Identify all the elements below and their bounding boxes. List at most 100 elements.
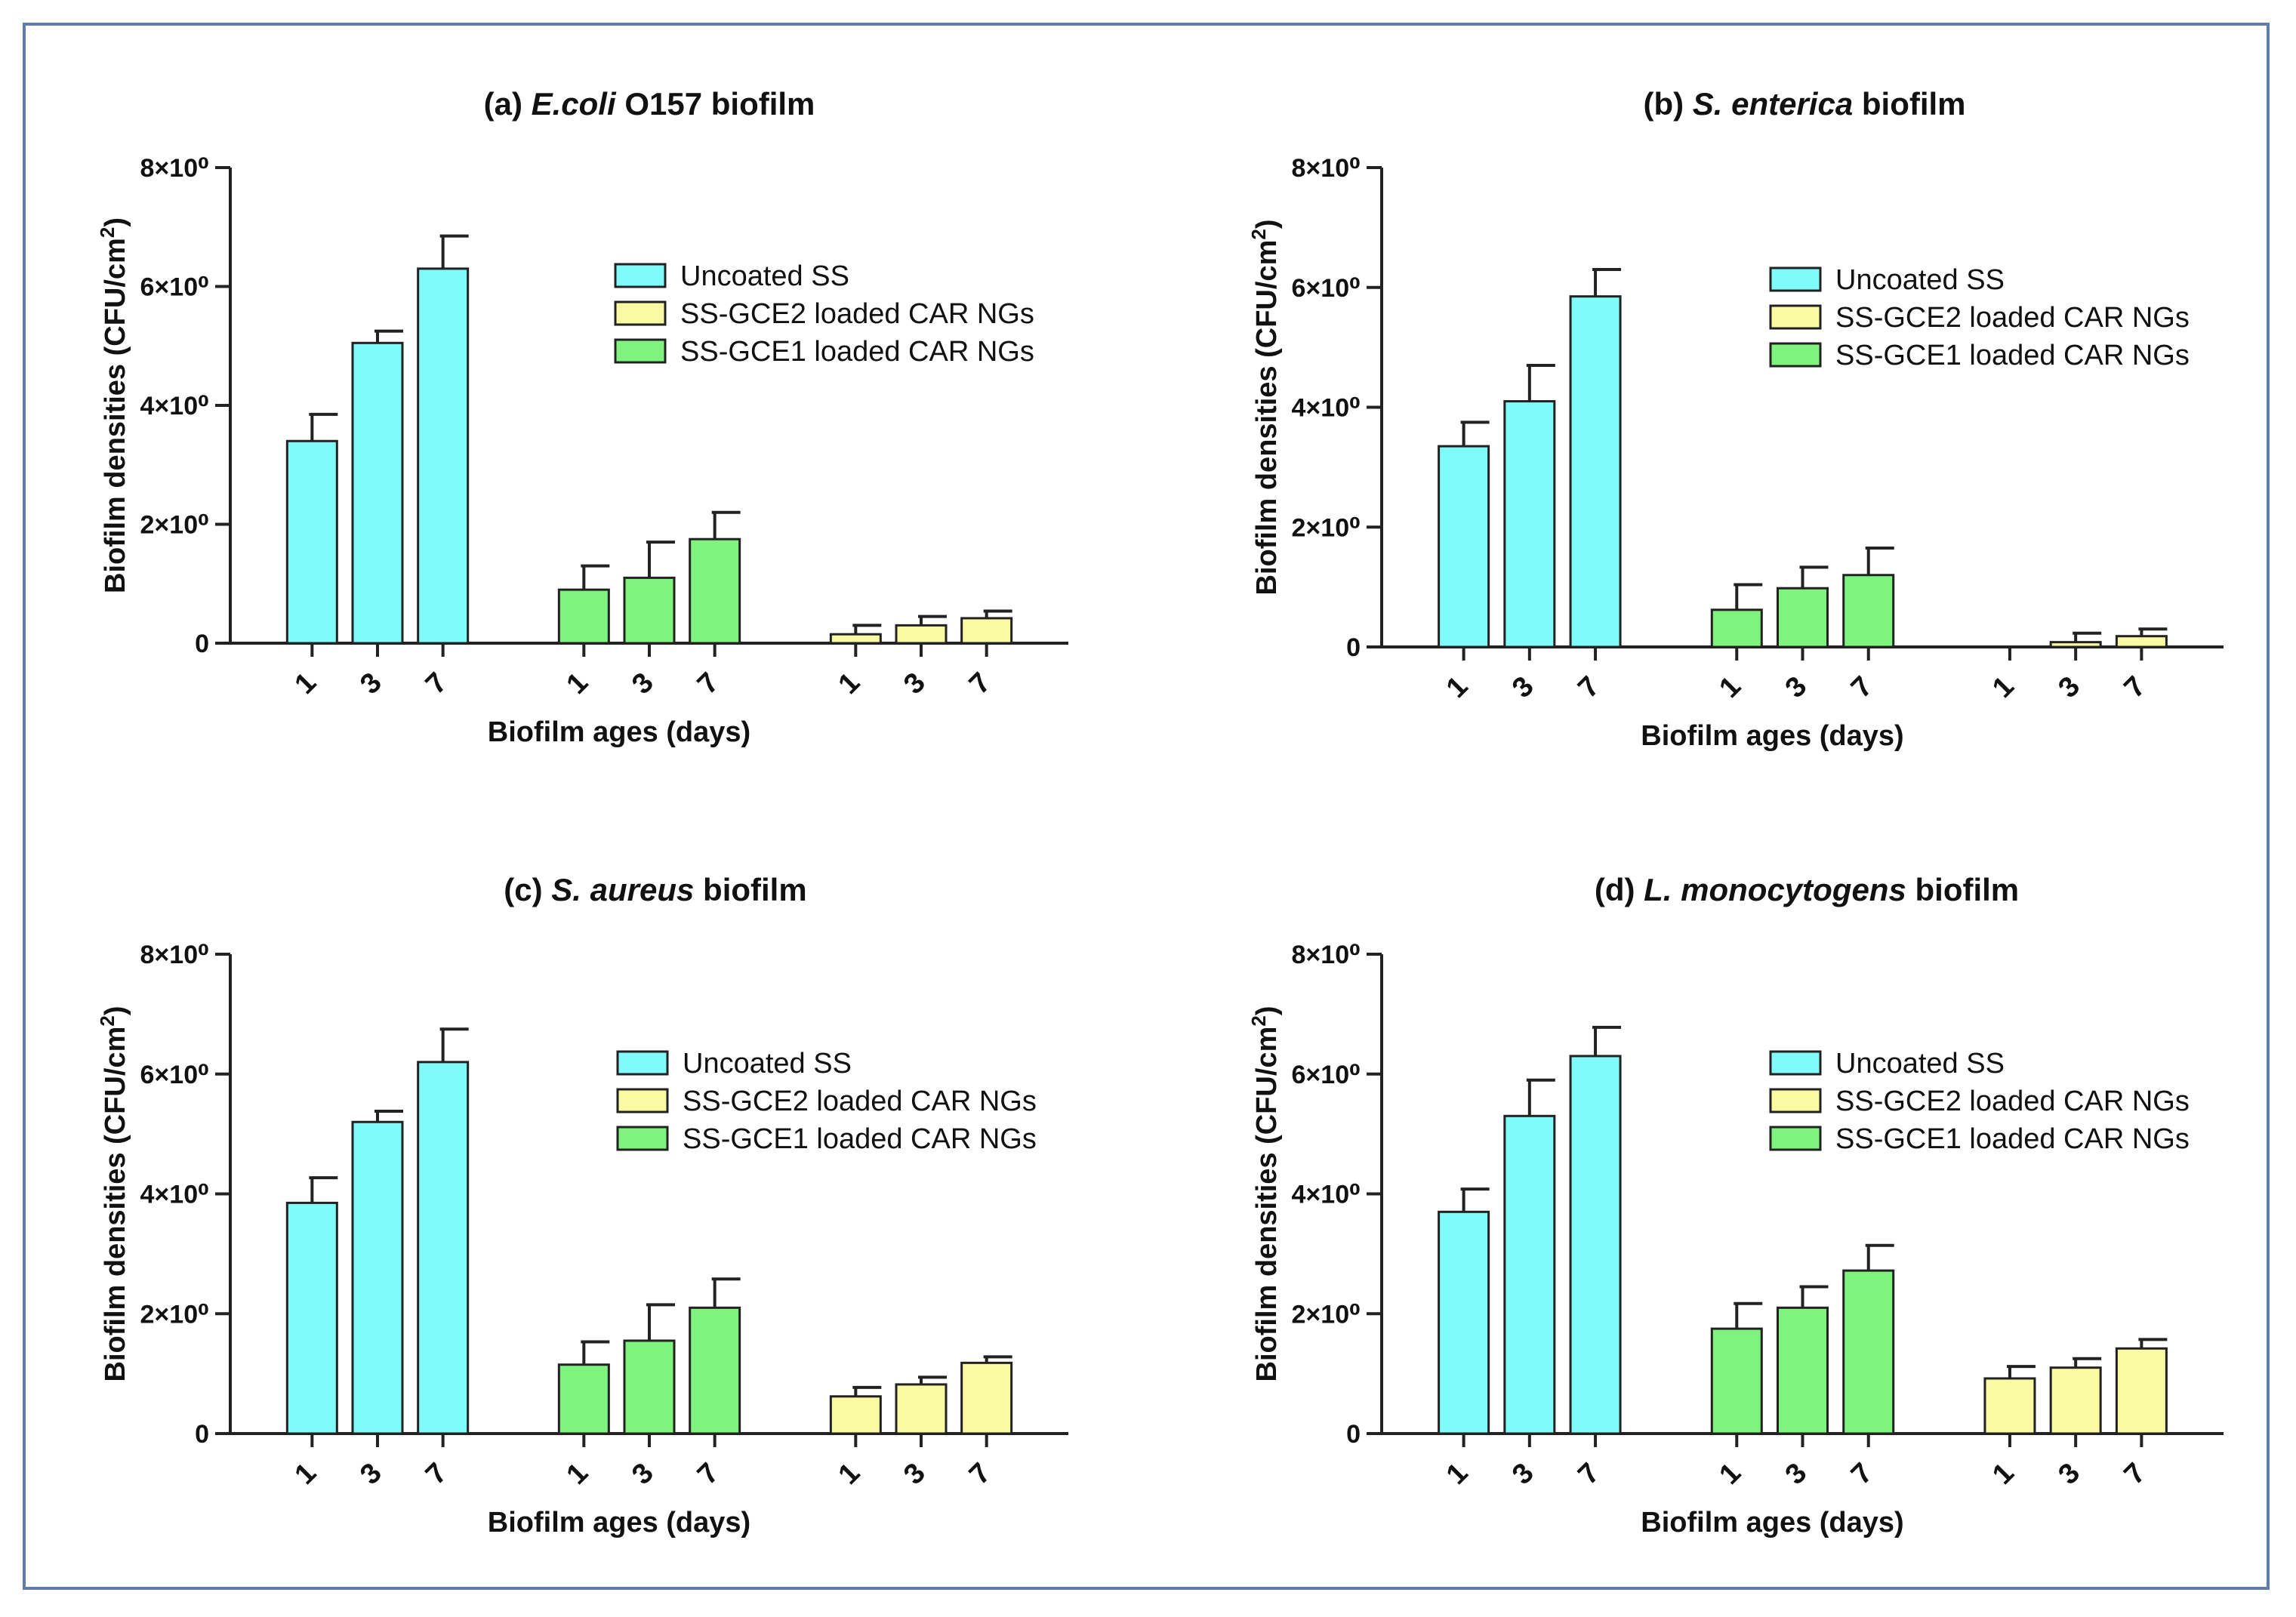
bar [1983,1377,2036,1435]
bar [1438,445,1490,648]
x-tick-label: 1 [833,667,867,701]
x-tick-label: 3 [626,667,660,701]
x-tick-label: 1 [289,667,323,701]
y-tick-label: 6×10⁰ [1292,274,1361,303]
bar [1777,1306,1829,1435]
y-tick-label: 0 [1346,1420,1361,1449]
chart-title: (c) S. aureus biofilm [504,872,806,907]
x-tick-label: 7 [692,667,726,701]
bar [2115,635,2168,648]
x-tick-label: 3 [898,1457,932,1491]
y-tick-label: 4×10⁰ [140,392,209,420]
y-tick-label: 8×10⁰ [140,154,209,183]
bar [623,1339,676,1435]
x-tick-label: 3 [1780,670,1814,704]
x-axis-label: Biofilm ages (days) [488,716,750,748]
bar [285,439,338,645]
bar [1503,1114,1556,1435]
bar [417,1061,470,1435]
x-axis-label: Biofilm ages (days) [1641,1507,1903,1538]
legend-swatch [614,300,667,326]
x-tick-label: 3 [354,667,388,701]
x-tick-label: 7 [963,1457,997,1491]
y-tick-label: 2×10⁰ [140,511,209,540]
bar [689,537,741,645]
y-axis-label: Biofilm densities (CFU/cm2) [1247,220,1283,596]
x-tick-label: 1 [1986,1457,2020,1491]
legend-swatch [616,1088,669,1113]
legend-swatch [1769,1050,1822,1076]
bar [1777,587,1829,648]
legend-label: Uncoated SS [1835,264,2005,296]
legend-swatch [1769,1088,1822,1113]
y-tick-label: 2×10⁰ [1292,1300,1361,1329]
legend-label: SS-GCE1 loaded CAR NGs [683,1123,1037,1155]
y-tick-label: 6×10⁰ [1292,1061,1361,1089]
x-axis-label: Biofilm ages (days) [488,1507,750,1538]
x-tick-label: 1 [561,1457,595,1491]
x-tick-label: 3 [626,1457,660,1491]
x-tick-label: 3 [354,1457,388,1491]
legend-label: SS-GCE2 loaded CAR NGs [1835,1086,2190,1117]
legend-swatch [616,1050,669,1076]
legend-label: Uncoated SS [1835,1048,2005,1080]
y-tick-label: 8×10⁰ [140,941,209,969]
x-tick-label: 3 [2052,1457,2086,1491]
bar [351,341,404,645]
y-tick-label: 2×10⁰ [1292,513,1361,542]
bar [960,1361,1013,1435]
bar [351,1120,404,1435]
legend-swatch [1769,266,1822,292]
legend-label: SS-GCE1 loaded CAR NGs [680,336,1034,368]
x-tick-label: 3 [2052,670,2086,704]
bar [1710,608,1763,648]
bar [1842,1269,1895,1435]
bar [557,588,610,645]
bar [829,1395,882,1435]
bar [1842,574,1895,648]
x-tick-label: 3 [898,667,932,701]
legend-label: SS-GCE1 loaded CAR NGs [1835,340,2190,371]
y-tick-label: 0 [195,630,209,658]
legend-swatch [1769,304,1822,330]
y-tick-label: 0 [1346,633,1361,662]
y-axis-label: Biofilm densities (CFU/cm2) [96,1006,131,1382]
chart-panel-a: (a) E.coli O157 biofilm 0 2×10⁰ 4×10⁰ 6×10⁰ 8… [96,86,1068,748]
legend-swatch [1769,1126,1822,1151]
bar [895,624,948,645]
x-tick-label: 7 [1572,1457,1606,1491]
x-tick-label: 1 [1713,1457,1747,1491]
bar [2115,1347,2168,1435]
y-tick-label: 4×10⁰ [1292,1181,1361,1209]
x-tick-label: 7 [692,1457,726,1491]
x-tick-label: 1 [561,667,595,701]
x-tick-label: 7 [420,667,454,701]
y-tick-label: 0 [195,1420,209,1449]
bar [417,267,470,645]
y-tick-label: 6×10⁰ [140,1061,209,1089]
bar [1503,400,1556,648]
bar [557,1363,610,1435]
y-tick-label: 2×10⁰ [140,1300,209,1329]
chart-panel-c: (c) S. aureus biofilm 0 2×10⁰ 4×10⁰ 6×10⁰ 8×1… [96,872,1068,1538]
bar [1569,1055,1622,1435]
chart-title: (b) S. enterica biofilm [1643,86,1965,122]
legend-swatch [614,338,667,364]
bar [623,576,676,645]
legend-swatch [616,1126,669,1151]
legend-label: Uncoated SS [683,1048,852,1080]
x-tick-label: 7 [1572,670,1606,704]
chart-title: (a) E.coli O157 biofilm [484,86,815,122]
x-tick-label: 1 [833,1457,867,1491]
x-tick-label: 3 [1780,1457,1814,1491]
x-tick-label: 1 [1441,1457,1475,1491]
bar [895,1383,948,1435]
x-tick-label: 1 [1713,670,1747,704]
bar [960,617,1013,645]
y-axis-label: Biofilm densities (CFU/cm2) [96,217,131,593]
bar [2049,641,2102,648]
x-tick-label: 1 [289,1457,323,1491]
legend-label: SS-GCE2 loaded CAR NGs [1835,302,2190,334]
x-tick-label: 7 [963,667,997,701]
